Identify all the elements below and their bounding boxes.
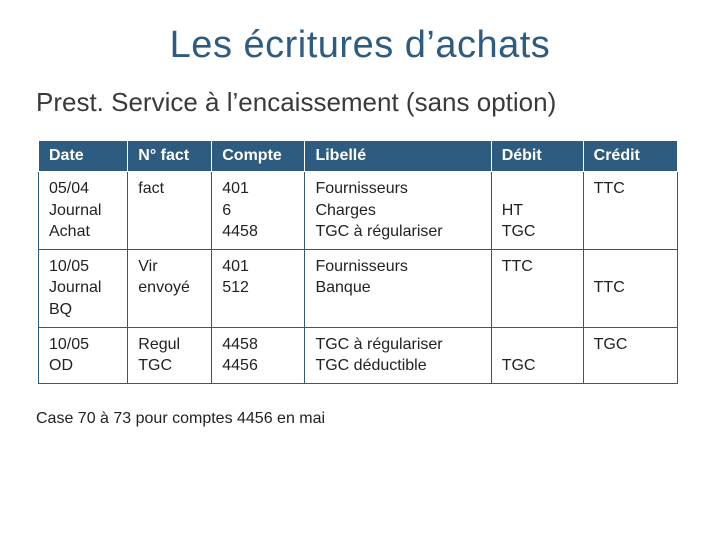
th-credit: Crédit	[583, 141, 677, 172]
th-libelle: Libellé	[305, 141, 491, 172]
cell-libelle: FournisseursChargesTGC à régulariser	[305, 172, 491, 250]
table-row: 10/05JournalBQ Virenvoyé 401512 Fourniss…	[39, 249, 678, 327]
cell-credit: TTC	[583, 172, 677, 250]
cell-compte: 401512	[212, 249, 305, 327]
table-row: 05/04JournalAchat fact 40164458 Fourniss…	[39, 172, 678, 250]
cell-fact: RegulTGC	[128, 327, 212, 383]
cell-libelle: TGC à régulariserTGC déductible	[305, 327, 491, 383]
cell-date: 10/05OD	[39, 327, 128, 383]
th-debit: Débit	[491, 141, 583, 172]
slide: Les écritures d’achats Prest. Service à …	[0, 0, 720, 540]
cell-credit: TGC	[583, 327, 677, 383]
cell-fact: fact	[128, 172, 212, 250]
cell-date: 05/04JournalAchat	[39, 172, 128, 250]
cell-debit: TTC	[491, 249, 583, 327]
page-title: Les écritures d’achats	[36, 24, 684, 67]
footnote: Case 70 à 73 pour comptes 4456 en mai	[36, 410, 684, 428]
cell-libelle: FournisseursBanque	[305, 249, 491, 327]
cell-date: 10/05JournalBQ	[39, 249, 128, 327]
cell-fact: Virenvoyé	[128, 249, 212, 327]
cell-compte: 40164458	[212, 172, 305, 250]
th-fact: N° fact	[128, 141, 212, 172]
table-header-row: Date N° fact Compte Libellé Débit Crédit	[39, 141, 678, 172]
th-compte: Compte	[212, 141, 305, 172]
th-date: Date	[39, 141, 128, 172]
cell-compte: 44584456	[212, 327, 305, 383]
cell-debit: HTTGC	[491, 172, 583, 250]
table-row: 10/05OD RegulTGC 44584456 TGC à régulari…	[39, 327, 678, 383]
cell-debit: TGC	[491, 327, 583, 383]
page-subtitle: Prest. Service à l’encaissement (sans op…	[36, 87, 684, 118]
cell-credit: TTC	[583, 249, 677, 327]
journal-table: Date N° fact Compte Libellé Débit Crédit…	[38, 140, 678, 384]
